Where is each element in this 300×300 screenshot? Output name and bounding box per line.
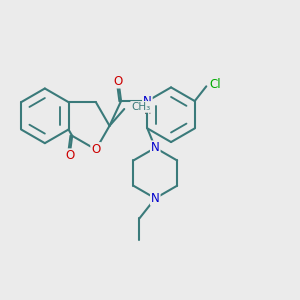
Text: CH₃: CH₃ bbox=[131, 102, 150, 112]
Text: H: H bbox=[144, 106, 152, 116]
Text: Cl: Cl bbox=[209, 78, 220, 91]
Text: O: O bbox=[91, 143, 101, 156]
Text: N: N bbox=[151, 192, 160, 205]
Text: N: N bbox=[143, 94, 152, 108]
Text: O: O bbox=[65, 149, 74, 162]
Text: O: O bbox=[114, 75, 123, 88]
Text: N: N bbox=[151, 141, 160, 154]
